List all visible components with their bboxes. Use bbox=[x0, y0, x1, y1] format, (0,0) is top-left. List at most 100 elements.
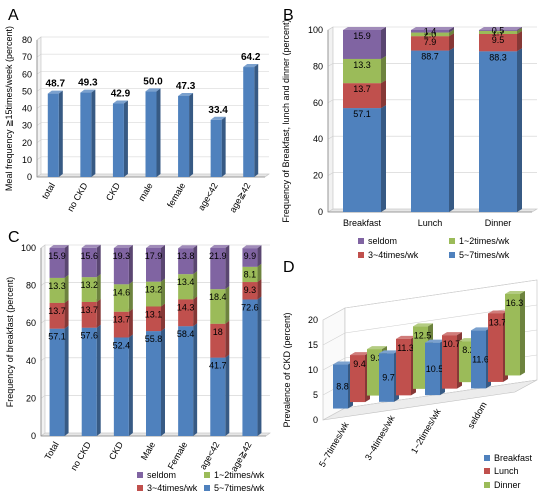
segment-1-0-side bbox=[449, 47, 454, 212]
y-tick-label: 20 bbox=[308, 315, 318, 325]
gridline bbox=[327, 99, 537, 104]
segment-5-3-top bbox=[210, 245, 230, 248]
segment-2-3-side bbox=[517, 27, 522, 31]
legend-label: seldom bbox=[368, 236, 397, 246]
legend-label: 3~4times/wk bbox=[368, 250, 419, 260]
gridline bbox=[327, 208, 537, 213]
data-label: 13.7 bbox=[80, 305, 98, 315]
y-tick-label: 20 bbox=[313, 171, 323, 181]
segment-0-1 bbox=[49, 302, 65, 329]
chart-b: 0 20 40 60 80 100 Frequency of Breakfast, lunc… bbox=[281, 19, 539, 260]
segment-5-0 bbox=[210, 357, 226, 436]
bar-2-side bbox=[123, 100, 128, 177]
bar-0-0 bbox=[333, 364, 348, 409]
segment-0-0 bbox=[49, 328, 65, 436]
bar-0-side bbox=[58, 90, 63, 177]
segment-6-2-side bbox=[257, 263, 262, 283]
data-label: 13.7 bbox=[489, 317, 507, 327]
gridline bbox=[36, 53, 269, 58]
segment-2-0-side bbox=[128, 334, 133, 436]
legend-swatch bbox=[358, 252, 364, 258]
segment-6-1-side bbox=[257, 279, 262, 300]
data-label: 9.4 bbox=[353, 359, 366, 369]
chart-a: 0 10 20 30 40 50 60 70 80 Meal frequency ≧15times… bbox=[4, 26, 270, 214]
legend-label: 5~7times/wk bbox=[214, 483, 265, 493]
x-tick-label: Male bbox=[139, 440, 157, 462]
bar-0 bbox=[47, 93, 59, 177]
x-tick-label: Breakfast bbox=[343, 218, 382, 228]
segment-1-2 bbox=[81, 277, 97, 302]
data-label: 15.6 bbox=[80, 251, 98, 261]
segment-0-3-top bbox=[49, 245, 69, 248]
gridline bbox=[36, 36, 269, 41]
segment-0-3 bbox=[49, 248, 65, 278]
bar-2 bbox=[112, 103, 124, 177]
bar-0-2 bbox=[367, 349, 382, 396]
x-tick-label: Dinner bbox=[485, 218, 512, 228]
data-label: 64.2 bbox=[241, 52, 261, 63]
y-axis-label: Frequency of breakfast (percent) bbox=[5, 277, 15, 408]
segment-5-3-side bbox=[225, 245, 230, 290]
data-label: 14.3 bbox=[177, 302, 195, 312]
segment-4-3-top bbox=[178, 245, 198, 249]
segment-1-2-side bbox=[96, 274, 101, 302]
gridline bbox=[327, 63, 537, 67]
bar-5-side bbox=[221, 116, 226, 177]
y-tick-label: 10 bbox=[308, 365, 318, 375]
segment-5-2 bbox=[210, 289, 226, 324]
data-label: 1.4 bbox=[424, 26, 437, 36]
segment-0-3 bbox=[343, 30, 381, 59]
side-wall bbox=[40, 244, 46, 437]
bar-side bbox=[520, 290, 525, 376]
data-label: 33.4 bbox=[208, 105, 228, 116]
y-tick-label: 40 bbox=[26, 356, 36, 366]
y-tick-label: 60 bbox=[313, 98, 323, 108]
segment-6-3 bbox=[242, 248, 258, 267]
segment-2-2-side bbox=[128, 281, 133, 312]
segment-2-1-side bbox=[517, 31, 522, 52]
bar-top bbox=[350, 352, 370, 356]
segment-1-2 bbox=[411, 32, 449, 37]
y-tick-label: 5 bbox=[313, 390, 318, 400]
data-label: 52.4 bbox=[113, 340, 131, 350]
segment-1-3 bbox=[81, 247, 97, 278]
data-label: 13.8 bbox=[177, 251, 195, 261]
segment-2-1 bbox=[479, 34, 517, 52]
x-tick-label: seldom bbox=[466, 400, 489, 430]
data-label: 47.3 bbox=[176, 81, 196, 92]
y-tick-label: 80 bbox=[26, 281, 36, 291]
segment-6-3-top bbox=[242, 245, 262, 249]
bar-1 bbox=[80, 92, 92, 177]
data-label: 9.3 bbox=[370, 353, 383, 363]
bar-3-side bbox=[156, 88, 161, 177]
x-tick-label: CKD bbox=[104, 181, 122, 203]
bar-top bbox=[367, 346, 387, 350]
gridline bbox=[322, 304, 538, 346]
y-tick-label: 70 bbox=[22, 52, 32, 62]
data-label: 50.0 bbox=[143, 76, 163, 87]
data-label: 16.3 bbox=[506, 298, 524, 308]
segment-5-2-side bbox=[225, 286, 230, 324]
segment-2-2-side bbox=[517, 27, 522, 35]
bar-top bbox=[333, 361, 353, 365]
gridline bbox=[327, 26, 537, 31]
legend-swatch bbox=[484, 482, 490, 488]
segment-1-3 bbox=[411, 30, 449, 33]
segment-2-0-side bbox=[517, 48, 522, 212]
data-label: 49.3 bbox=[78, 78, 98, 89]
data-label: 18 bbox=[213, 327, 223, 337]
bar-5-top bbox=[210, 116, 226, 120]
segment-0-0 bbox=[343, 108, 381, 212]
bar-top bbox=[396, 335, 416, 339]
bar-top bbox=[488, 310, 508, 314]
data-label: 21.9 bbox=[209, 251, 227, 261]
panel-letter-b: B bbox=[283, 7, 294, 24]
segment-0-1-side bbox=[381, 80, 386, 109]
segment-2-1 bbox=[113, 311, 129, 338]
y-axis-label: Meal frequency ≧15times/week (percent) bbox=[4, 26, 14, 191]
data-label: 11.6 bbox=[472, 354, 489, 364]
x-tick-label: age≧42 bbox=[227, 181, 252, 214]
x-tick-label: no CKD bbox=[65, 181, 90, 214]
data-label: 9.3 bbox=[244, 285, 257, 295]
data-label: 13.7 bbox=[353, 84, 371, 94]
